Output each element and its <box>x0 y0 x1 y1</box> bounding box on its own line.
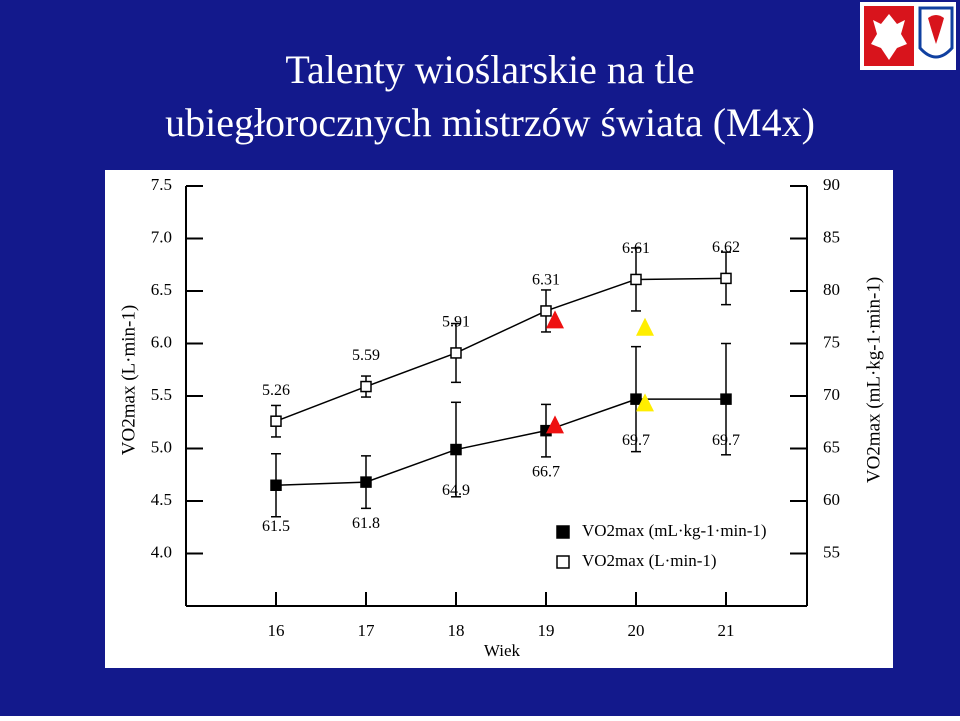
point <box>360 380 372 393</box>
y2-tick-label: 60 <box>823 490 840 509</box>
value-label: 6.31 <box>532 272 560 289</box>
value-label: 64.9 <box>442 482 470 499</box>
title-line: ubiegłorocznych mistrzów świata (M4x) <box>165 100 815 145</box>
series-line <box>275 398 726 486</box>
logos <box>860 2 956 70</box>
point <box>630 393 642 405</box>
legend-label: VO2max (L·min-1) <box>582 551 717 570</box>
y-axis-label: VO2max (L·min-1) <box>118 305 139 455</box>
value-label: 66.7 <box>532 463 560 480</box>
triangle-marker <box>636 317 654 336</box>
point <box>450 443 462 456</box>
triangle-marker <box>636 393 654 412</box>
value-label: 69.7 <box>712 432 740 449</box>
value-label: 69.7 <box>622 432 650 449</box>
x-tick-label: 18 <box>448 621 465 640</box>
x-tick-label: 16 <box>268 621 285 640</box>
y-tick-label: 7.0 <box>151 227 172 246</box>
y2-tick-label: 75 <box>823 332 840 351</box>
x-tick-label: 19 <box>538 621 555 640</box>
value-label: 5.91 <box>442 314 470 331</box>
x-tick-label: 17 <box>358 621 376 640</box>
y2-tick-label: 55 <box>823 542 840 561</box>
triangle-marker <box>546 415 564 434</box>
point <box>360 476 372 488</box>
point <box>720 393 732 405</box>
value-label: 5.26 <box>262 382 290 399</box>
y-tick-label: 5.5 <box>151 385 172 404</box>
chart-panel <box>105 170 893 668</box>
y2-axis-label: VO2max (mL·kg-1·min-1) <box>863 277 884 483</box>
value-label: 5.59 <box>352 347 380 364</box>
legend-marker <box>556 525 570 539</box>
x-tick-label: 20 <box>628 621 645 640</box>
y-tick-label: 4.0 <box>151 542 172 561</box>
x-tick-label: 21 <box>718 621 735 640</box>
y2-tick-label: 70 <box>823 385 840 404</box>
y-tick-label: 4.5 <box>151 490 172 509</box>
point <box>630 273 642 286</box>
value-label: 6.62 <box>712 239 740 256</box>
triangle-marker <box>546 310 564 329</box>
y-tick-label: 6.5 <box>151 280 172 299</box>
value-label: 61.5 <box>262 518 290 535</box>
y-tick-label: 7.5 <box>151 175 172 194</box>
y2-tick-label: 65 <box>823 437 840 456</box>
point <box>540 305 552 317</box>
y2-tick-label: 85 <box>823 227 840 246</box>
point <box>720 272 732 285</box>
y-tick-label: 5.0 <box>151 437 172 456</box>
legend-marker <box>556 555 570 569</box>
series-line <box>275 277 727 422</box>
x-axis-label: Wiek <box>484 641 521 660</box>
point <box>270 479 282 491</box>
y-tick-label: 6.0 <box>151 332 172 351</box>
title-line: Talenty wioślarskie na tle <box>285 47 694 92</box>
legend-label: VO2max (mL·kg-1·min-1) <box>582 521 767 540</box>
y2-tick-label: 80 <box>823 280 840 299</box>
y2-tick-label: 90 <box>823 175 840 194</box>
value-label: 6.61 <box>622 240 650 257</box>
point <box>450 347 462 359</box>
value-label: 61.8 <box>352 515 380 532</box>
point <box>270 415 282 427</box>
